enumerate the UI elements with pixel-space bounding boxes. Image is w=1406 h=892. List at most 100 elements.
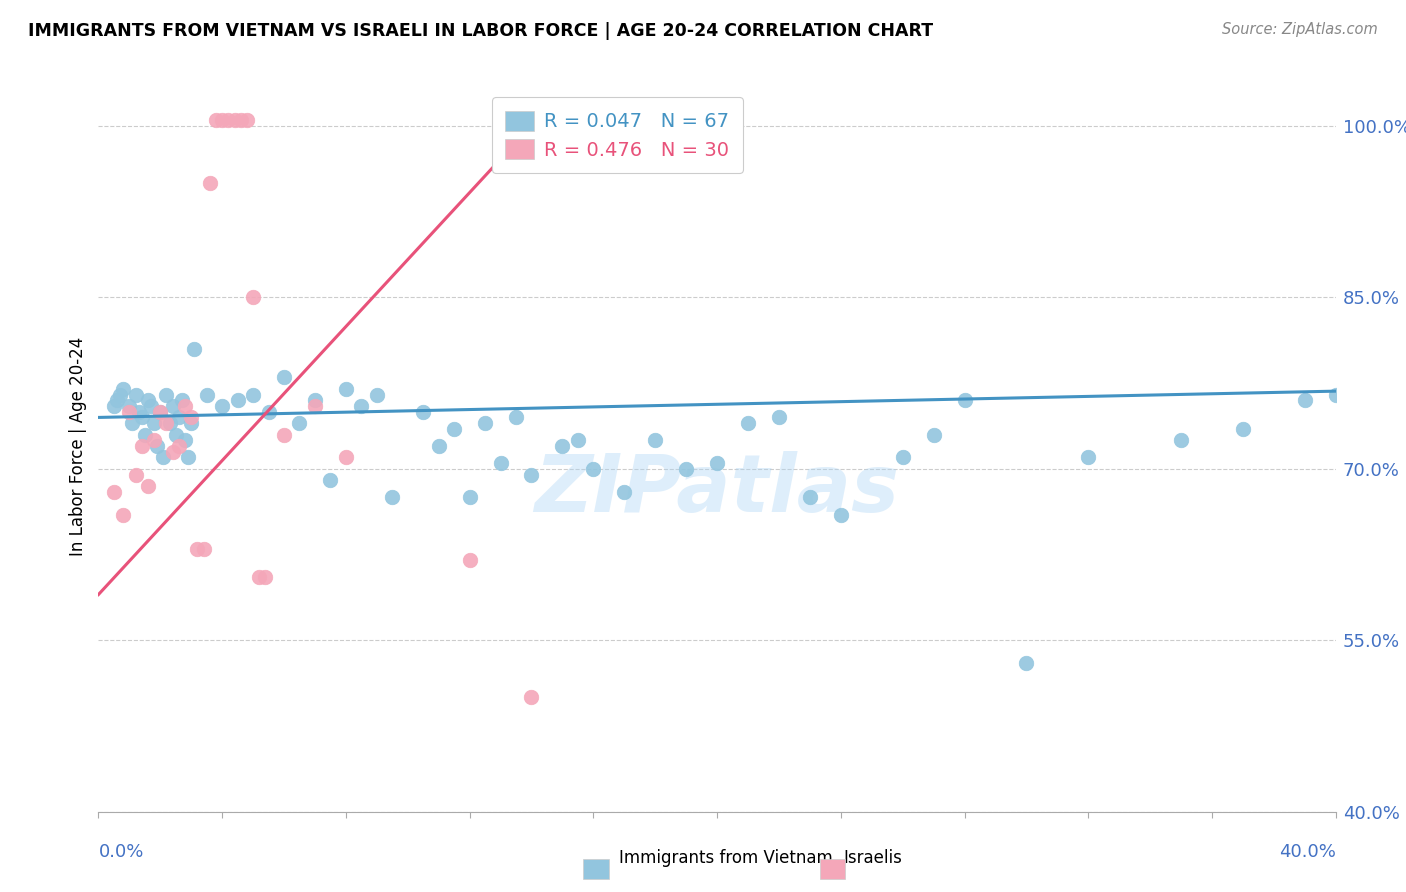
Point — [922, 427, 945, 442]
Point — [520, 467, 543, 482]
Point — [675, 462, 697, 476]
Point — [737, 416, 759, 430]
Point — [1170, 434, 1192, 448]
Text: Immigrants from Vietnam: Immigrants from Vietnam — [619, 849, 832, 867]
Point — [489, 456, 512, 470]
Point — [242, 290, 264, 304]
Point — [1077, 450, 1099, 465]
Text: 40.0%: 40.0% — [1279, 843, 1336, 861]
Point — [644, 434, 666, 448]
Point — [443, 422, 465, 436]
Point — [381, 491, 404, 505]
Point — [304, 393, 326, 408]
Point — [195, 387, 218, 401]
Point — [567, 434, 589, 448]
Point — [224, 113, 246, 128]
Point — [131, 439, 153, 453]
Point — [799, 491, 821, 505]
Point — [112, 508, 135, 522]
Point — [131, 410, 153, 425]
Text: Israelis: Israelis — [844, 849, 903, 867]
Point — [118, 405, 141, 419]
Text: IMMIGRANTS FROM VIETNAM VS ISRAELI IN LABOR FORCE | AGE 20-24 CORRELATION CHART: IMMIGRANTS FROM VIETNAM VS ISRAELI IN LA… — [28, 22, 934, 40]
Point — [257, 405, 280, 419]
Point — [186, 541, 208, 556]
Point — [412, 405, 434, 419]
Point — [124, 387, 146, 401]
Point — [458, 491, 481, 505]
Point — [242, 387, 264, 401]
Point — [304, 399, 326, 413]
Point — [288, 416, 311, 430]
Point — [128, 405, 150, 419]
Point — [236, 113, 259, 128]
Point — [205, 113, 228, 128]
Point — [229, 113, 252, 128]
Text: 0.0%: 0.0% — [98, 843, 143, 861]
Point — [149, 405, 172, 419]
Text: ZIPatlas: ZIPatlas — [534, 450, 900, 529]
Point — [1232, 422, 1254, 436]
Text: Source: ZipAtlas.com: Source: ZipAtlas.com — [1222, 22, 1378, 37]
Point — [217, 113, 239, 128]
Point — [582, 462, 605, 476]
Point — [830, 508, 852, 522]
Point — [162, 399, 184, 413]
Point — [350, 399, 373, 413]
Point — [146, 439, 169, 453]
Point — [136, 479, 159, 493]
Point — [155, 416, 177, 430]
Point — [103, 399, 125, 413]
Point — [167, 410, 190, 425]
Point — [159, 416, 181, 430]
Point — [177, 450, 200, 465]
Point — [134, 427, 156, 442]
Point — [180, 416, 202, 430]
Point — [335, 450, 357, 465]
Point — [149, 405, 172, 419]
Point — [1294, 393, 1316, 408]
Point — [198, 176, 221, 190]
Point — [458, 553, 481, 567]
Point — [551, 439, 574, 453]
Point — [474, 416, 496, 430]
Point — [211, 399, 233, 413]
Point — [112, 382, 135, 396]
Point — [891, 450, 914, 465]
Point — [319, 473, 342, 487]
Point — [124, 467, 146, 482]
Point — [108, 387, 131, 401]
Point — [193, 541, 215, 556]
Point — [366, 387, 388, 401]
Point — [1324, 387, 1347, 401]
Point — [143, 434, 166, 448]
Point — [273, 427, 295, 442]
Point — [121, 416, 143, 430]
Point — [247, 570, 270, 584]
Point — [706, 456, 728, 470]
Point — [613, 484, 636, 499]
Legend: R = 0.047   N = 67, R = 0.476   N = 30: R = 0.047 N = 67, R = 0.476 N = 30 — [492, 97, 742, 173]
Point — [768, 410, 790, 425]
Point — [174, 434, 197, 448]
Point — [170, 393, 193, 408]
Point — [505, 410, 527, 425]
Point — [136, 393, 159, 408]
Point — [953, 393, 976, 408]
Point — [165, 427, 187, 442]
Point — [335, 382, 357, 396]
Point — [273, 370, 295, 384]
Point — [152, 450, 174, 465]
Point — [211, 113, 233, 128]
Point — [180, 410, 202, 425]
Point — [174, 399, 197, 413]
Point — [139, 399, 162, 413]
Point — [1015, 656, 1038, 670]
Point — [254, 570, 277, 584]
Point — [143, 416, 166, 430]
Point — [103, 484, 125, 499]
Y-axis label: In Labor Force | Age 20-24: In Labor Force | Age 20-24 — [69, 336, 87, 556]
Point — [118, 399, 141, 413]
Point — [155, 387, 177, 401]
Point — [183, 342, 205, 356]
